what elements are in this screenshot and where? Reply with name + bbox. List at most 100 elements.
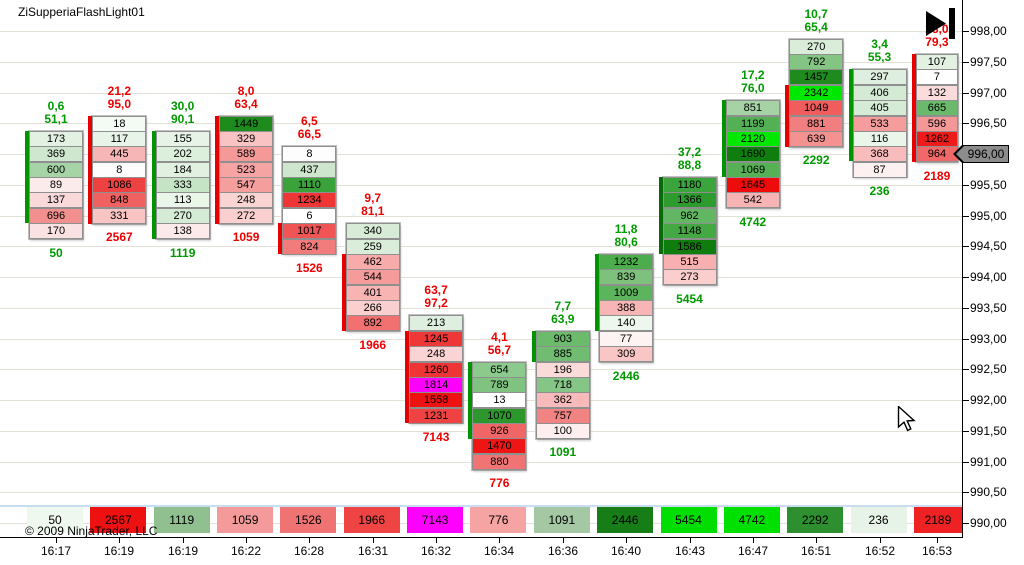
volume-cell: 2342 [789,85,844,101]
volume-cell: 184 [155,162,210,178]
volume-cell: 8 [92,162,147,178]
volume-cell: 1017 [282,223,337,239]
price-axis-label: 993,50 [970,301,1007,315]
column-header: 37,2 88,8 [650,146,730,172]
total-box: 5454 [660,507,717,533]
volume-cell: 170 [29,223,83,239]
time-axis-tick [309,537,310,543]
column-header-line2: 95,0 [107,97,132,111]
volume-cell: 138 [155,223,210,239]
gridline [0,492,962,493]
volume-cell: 589 [219,146,274,162]
price-axis-label: 995,50 [970,178,1007,192]
total-box: 4742 [723,507,780,533]
volume-cell: 107 [915,54,958,70]
time-axis-tick [499,537,500,543]
volume-cell: 1690 [725,146,780,162]
delta-bar [215,116,220,224]
time-axis-label: 16:32 [420,544,452,558]
column-header: 0,6 51,1 [16,100,96,126]
price-axis-label: 993,00 [970,332,1007,346]
volume-cell: 273 [662,269,717,285]
volume-cell: 87 [852,162,907,178]
time-axis-label: 16:52 [864,544,896,558]
column-header-line2: 66,5 [297,127,322,141]
time-axis-tick [880,537,881,543]
column-header-line1: 4,1 [491,330,508,344]
price-axis-label: 991,00 [970,455,1007,469]
delta-bar [341,254,346,331]
volume-cell: 885 [535,346,590,362]
volume-cell: 117 [92,131,147,147]
column-total: 2567 [105,230,133,244]
column-total: 4742 [739,215,767,229]
volume-cell: 1070 [472,408,527,424]
delta-bar [278,223,283,254]
volume-cell: 297 [852,69,907,85]
copyright-text: © 2009 NinjaTrader, LLC [25,524,158,538]
volume-cell: 718 [535,377,590,393]
price-axis-label: 990,00 [970,516,1007,530]
volume-cell: 1470 [472,438,527,454]
volume-cell: 523 [219,162,274,178]
time-axis-tick [563,537,564,543]
delta-bar [658,177,663,254]
volume-cell: 196 [535,362,590,378]
column-header-line2: 56,7 [487,343,512,357]
price-axis-label: 992,00 [970,393,1007,407]
price-axis-tick [962,246,969,247]
gridline [0,93,962,94]
time-axis-tick [816,537,817,543]
volume-cell: 1449 [219,116,274,132]
volume-cell: 1366 [662,192,717,208]
volume-cell: 757 [535,408,590,424]
column-header-line2: 81,1 [361,204,385,218]
delta-bar [911,54,916,162]
price-axis-label: 998,00 [970,24,1007,38]
volume-cell: 202 [155,146,210,162]
time-axis-tick [246,537,247,543]
delta-bar [785,85,790,147]
volume-cell: 1260 [409,362,464,378]
column-header-line2: 88,8 [677,158,702,172]
price-axis-line[interactable] [962,0,963,538]
price-axis-label: 995,00 [970,209,1007,223]
volume-cell: 824 [282,239,337,255]
delta-bar [531,331,536,362]
column-header: 63,7 97,2 [396,284,476,310]
total-box: 2189 [913,507,962,533]
gridline [0,339,962,340]
price-axis-label: 994,00 [970,270,1007,284]
volume-cell: 362 [535,392,590,408]
time-axis-tick [436,537,437,543]
volume-cell: 248 [409,346,464,362]
volume-cell: 1262 [915,131,958,147]
volume-cell: 851 [725,100,780,116]
gridline [0,154,962,155]
volume-cell: 368 [852,146,907,162]
column-header-line2: 65,4 [804,20,828,34]
total-box: 2292 [787,507,844,533]
volume-cell: 1231 [409,408,464,424]
price-axis-tick [962,339,969,340]
volume-cell: 962 [662,208,717,224]
price-axis-tick [962,277,969,278]
column-header: 8,0 63,4 [206,85,286,111]
volume-cell: 792 [789,54,844,70]
volume-cell: 881 [789,116,844,132]
column-header: 11,8 80,6 [586,223,666,249]
volume-cell: 1069 [725,162,780,178]
volume-cell: 6 [282,208,337,224]
playback-go-to-end-icon[interactable] [923,6,957,40]
price-axis-tick [962,185,969,186]
column-header: 4,1 56,7 [459,331,539,357]
volume-cell: 1234 [282,192,337,208]
volume-cell: 1180 [662,177,717,193]
column-header-line1: 6,5 [301,114,318,128]
total-box: 1091 [533,507,590,533]
column-header-line1: 0,6 [47,99,65,113]
time-axis-line[interactable] [0,537,963,538]
panel-separator-line [0,505,962,507]
column-header-line2: 97,2 [424,296,448,310]
